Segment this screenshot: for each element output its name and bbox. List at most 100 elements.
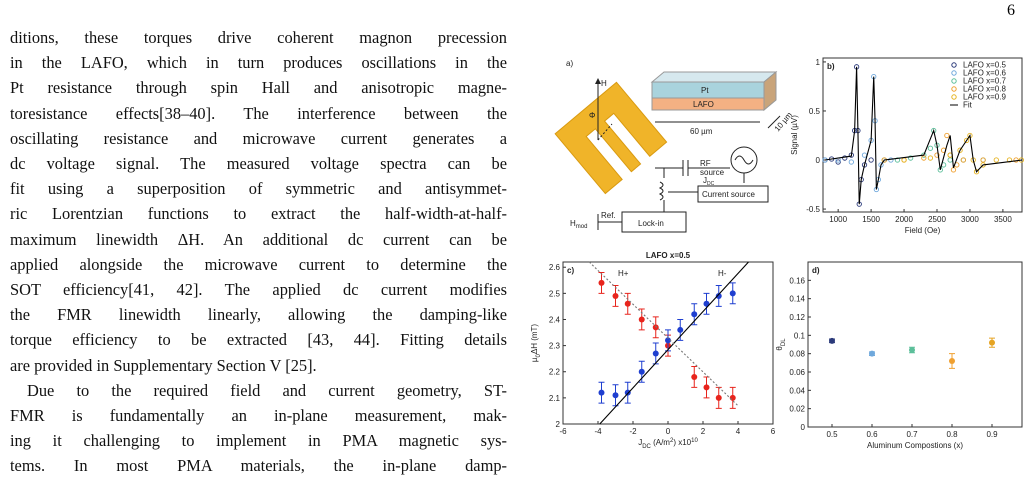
data-point	[944, 132, 950, 139]
y-tick-label: 0	[816, 156, 821, 165]
annotation: H-	[718, 269, 727, 278]
y-axis-label-part: Signal (µV)	[790, 115, 799, 155]
data-point	[927, 145, 934, 151]
lafo-label: LAFO	[693, 100, 714, 109]
data-point	[612, 392, 619, 399]
data-point	[691, 373, 698, 380]
y-tick-label: 0.02	[789, 405, 805, 414]
x-tick-label: 1500	[862, 215, 880, 224]
data-point	[691, 311, 698, 318]
data-point	[665, 337, 671, 344]
legend-swatch	[951, 86, 957, 92]
x-axis-label-part: 10	[691, 438, 698, 444]
y-tick-label: 0	[801, 423, 806, 432]
rf-label: RF	[700, 159, 711, 168]
text-line: ric Lorentzian functions to extract the …	[10, 204, 507, 224]
data-point	[907, 155, 914, 161]
legend-label: Fit	[963, 101, 973, 110]
data-point	[598, 389, 605, 396]
y-tick-label: 0.06	[789, 368, 805, 377]
y-tick-label: 2.4	[549, 315, 561, 324]
y-axis-label-part: µ	[530, 357, 539, 362]
inductor-wire	[658, 168, 745, 223]
x-tick-label: 2000	[895, 215, 913, 224]
y-tick-label: 2.1	[549, 394, 561, 403]
y-tick-label: 2.6	[549, 263, 561, 272]
data-point	[957, 147, 963, 153]
sine	[734, 155, 754, 165]
data-point	[715, 394, 722, 401]
plot-frame	[807, 261, 1023, 428]
data-point	[868, 157, 874, 163]
chart: -6 -4 -2 0 2 4 6 2 2.1 2.2 2.3 2.4 2.5 2.6 c) LAFO x=0.…	[530, 251, 776, 450]
legend-label: LAFO x=0.8	[963, 85, 1006, 94]
y-tick-label: 0.08	[789, 350, 805, 359]
lockin-label: Lock-in	[638, 219, 664, 228]
data-point	[921, 155, 927, 161]
data-point	[993, 157, 999, 163]
x-tick-label: 1000	[829, 215, 847, 224]
text-line: Due to the required field and current ge…	[27, 380, 507, 400]
text-line: are provided in Supplementary Section V …	[10, 355, 317, 375]
y-tick-label: 2.2	[549, 368, 561, 377]
x-axis-label-part: ) x10	[673, 438, 691, 447]
x-tick-label: 0.6	[866, 430, 878, 439]
chart: 1000 1500 2000 2500 3000 3500 -0.5 0 0.5 1 b) Field…	[790, 57, 1024, 235]
chart: 0.5 0.6 0.7 0.8 0.9 0 0.02 0.04 0.06 0.08 0.1 0.12 0…	[775, 261, 1023, 450]
text-line: in the LAFO, which in turn produces osci…	[10, 53, 507, 73]
x-tick-label: -4	[594, 427, 602, 436]
x-tick-label: -2	[629, 427, 637, 436]
data-point	[612, 292, 619, 299]
data-point	[947, 157, 953, 163]
data-point	[973, 169, 980, 175]
text-line: ing it challenging to implement in PMA m…	[10, 431, 507, 451]
panel-a-drawing	[554, 70, 781, 233]
x-tick-label: 0.8	[946, 430, 958, 439]
data-point	[715, 292, 722, 299]
data-point	[989, 339, 995, 346]
field-label: H	[601, 79, 607, 88]
y-axis-label-part: 0	[536, 353, 542, 357]
width-arrow	[767, 115, 781, 129]
text-line: Pt resistance through spin Hall and anis…	[10, 78, 507, 98]
legend-label: LAFO x=0.7	[963, 77, 1006, 86]
x-tick-label: 0.5	[826, 430, 838, 439]
data-point	[927, 155, 934, 161]
x-tick-label: 3000	[961, 215, 979, 224]
data-point	[950, 167, 957, 173]
length-label: 60 µm	[690, 127, 713, 136]
y-tick-label: 0.1	[794, 331, 806, 340]
x-axis-label-part: (A/m	[651, 438, 670, 447]
text-line: torque efficiency to be extracted [43, 4…	[10, 330, 507, 350]
y-axis-label-part: θ	[775, 346, 784, 351]
data-point	[848, 159, 854, 165]
data-point	[963, 137, 970, 144]
text-line: oscillating resistance and microwave cur…	[10, 128, 507, 148]
panel-label: c)	[567, 266, 574, 275]
rf-label: source	[700, 168, 725, 177]
y-tick-label: 0.14	[789, 295, 805, 304]
data-point	[638, 316, 645, 323]
x-tick-label: 0.9	[986, 430, 998, 439]
current-source-label: Current source	[702, 190, 755, 199]
text-line: FMR is fundamentally an in-plane measure…	[10, 406, 507, 425]
data-point	[652, 350, 659, 357]
y-tick-label: 2.3	[549, 342, 561, 351]
arrow-head	[595, 78, 601, 84]
data-point	[652, 324, 659, 331]
data-point	[624, 300, 631, 307]
data-point	[934, 152, 940, 158]
legend-swatch	[951, 78, 957, 84]
x-axis-label-part: J	[638, 438, 642, 447]
hmod-label: Hmod	[570, 219, 587, 230]
x-tick-label: 3500	[994, 215, 1012, 224]
fit-line	[588, 261, 739, 407]
y-axis-label: µ0ΔH (mT)	[530, 324, 542, 363]
data-point	[949, 358, 955, 364]
data-point	[861, 152, 868, 158]
ref-label: Ref.	[601, 211, 616, 220]
layer-top	[650, 71, 778, 83]
jdc-main: J	[703, 176, 707, 185]
plot-frame	[822, 57, 1023, 213]
y-tick-label: 0.5	[809, 107, 821, 116]
